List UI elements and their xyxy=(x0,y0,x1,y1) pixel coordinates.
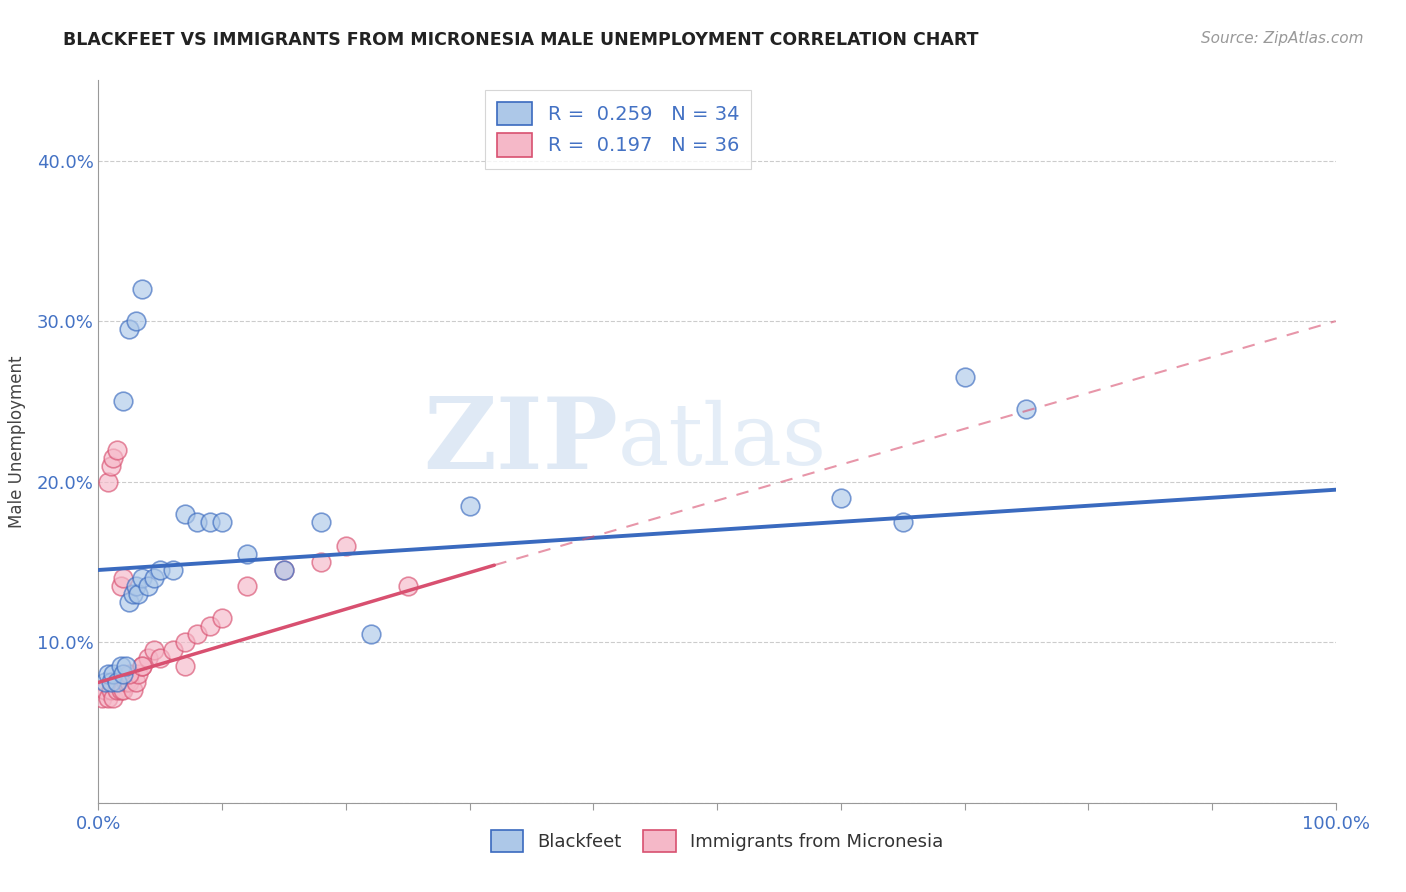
Point xyxy=(273,563,295,577)
Y-axis label: Male Unemployment: Male Unemployment xyxy=(7,355,25,528)
Point xyxy=(93,683,115,698)
Point xyxy=(396,579,419,593)
Point xyxy=(122,683,145,698)
Point xyxy=(110,659,132,673)
Point xyxy=(360,627,382,641)
Point xyxy=(149,651,172,665)
Point xyxy=(103,450,125,465)
Point xyxy=(100,675,122,690)
Point xyxy=(162,643,184,657)
Point xyxy=(309,555,332,569)
Point xyxy=(211,611,233,625)
Point xyxy=(891,515,914,529)
Point xyxy=(122,587,145,601)
Point xyxy=(131,571,153,585)
Point xyxy=(105,442,128,457)
Point xyxy=(118,595,141,609)
Point xyxy=(309,515,332,529)
Point xyxy=(236,547,259,561)
Point xyxy=(953,370,976,384)
Point xyxy=(186,627,208,641)
Point xyxy=(124,579,146,593)
Point xyxy=(174,507,197,521)
Point xyxy=(335,539,357,553)
Point xyxy=(112,394,135,409)
Text: ZIP: ZIP xyxy=(423,393,619,490)
Point xyxy=(114,659,136,673)
Point xyxy=(118,675,141,690)
Point xyxy=(149,563,172,577)
Point xyxy=(91,691,114,706)
Point xyxy=(127,587,149,601)
Point xyxy=(105,675,128,690)
Point xyxy=(93,675,115,690)
Text: BLACKFEET VS IMMIGRANTS FROM MICRONESIA MALE UNEMPLOYMENT CORRELATION CHART: BLACKFEET VS IMMIGRANTS FROM MICRONESIA … xyxy=(63,31,979,49)
Point xyxy=(458,499,481,513)
Legend: Blackfeet, Immigrants from Micronesia: Blackfeet, Immigrants from Micronesia xyxy=(484,822,950,859)
Point xyxy=(143,571,166,585)
Point xyxy=(211,515,233,529)
Point xyxy=(97,691,120,706)
Point xyxy=(136,651,159,665)
Point xyxy=(131,659,153,673)
Point xyxy=(110,579,132,593)
Point xyxy=(1015,402,1038,417)
Point xyxy=(198,619,221,633)
Point xyxy=(124,314,146,328)
Point xyxy=(186,515,208,529)
Point xyxy=(143,643,166,657)
Point xyxy=(124,675,146,690)
Point xyxy=(127,667,149,681)
Point xyxy=(174,635,197,649)
Point xyxy=(112,571,135,585)
Point xyxy=(114,675,136,690)
Point xyxy=(103,691,125,706)
Text: atlas: atlas xyxy=(619,400,827,483)
Point xyxy=(136,579,159,593)
Point xyxy=(131,282,153,296)
Point xyxy=(162,563,184,577)
Point xyxy=(103,667,125,681)
Point xyxy=(97,475,120,489)
Point xyxy=(131,659,153,673)
Text: Source: ZipAtlas.com: Source: ZipAtlas.com xyxy=(1201,31,1364,46)
Point xyxy=(118,322,141,336)
Point xyxy=(174,659,197,673)
Point xyxy=(110,683,132,698)
Point xyxy=(97,667,120,681)
Point xyxy=(112,683,135,698)
Point xyxy=(236,579,259,593)
Point xyxy=(830,491,852,505)
Point xyxy=(100,458,122,473)
Point xyxy=(198,515,221,529)
Point xyxy=(105,683,128,698)
Point xyxy=(100,683,122,698)
Point xyxy=(112,667,135,681)
Point xyxy=(273,563,295,577)
Point xyxy=(118,667,141,681)
